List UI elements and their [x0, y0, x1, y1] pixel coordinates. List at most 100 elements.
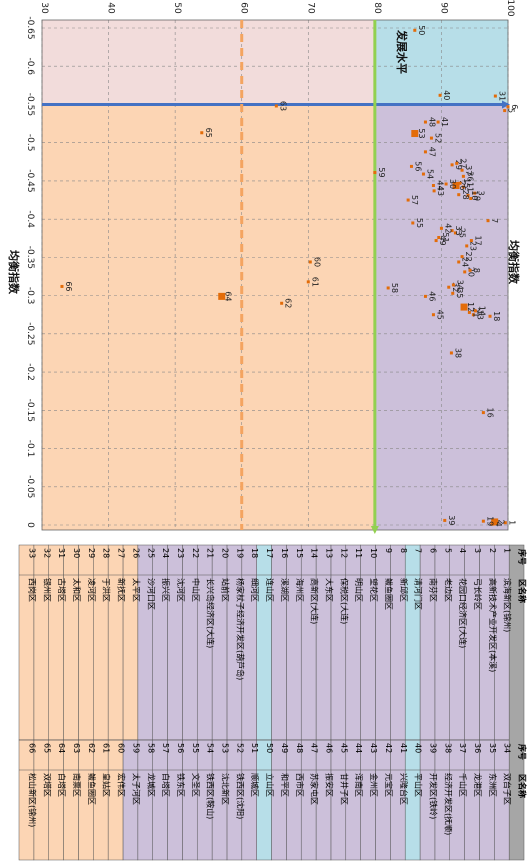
data-point-56 [409, 164, 413, 168]
arrow-icon [502, 100, 510, 109]
data-label-28: 28 [461, 190, 470, 200]
data-label-20: 20 [467, 267, 476, 277]
data-point-62 [280, 301, 284, 305]
table-cell: 20 [221, 548, 230, 558]
table-row [152, 739, 168, 861]
data-point-51 [437, 236, 441, 240]
table-row [18, 544, 35, 741]
table-cell: 老边区 [443, 578, 453, 602]
data-point-26 [452, 182, 460, 190]
data-point-63 [274, 104, 278, 108]
data-label-37: 37 [464, 165, 473, 175]
table-row [63, 544, 79, 741]
x-axis-title: 均衡指数 [507, 240, 521, 285]
data-point-58 [386, 286, 390, 290]
table-cell: 东洲区 [488, 773, 498, 797]
table-cell: 望花区 [369, 578, 379, 602]
table-cell: 沙河口区 [146, 578, 156, 610]
data-point-33 [450, 229, 454, 233]
data-point-38 [449, 351, 453, 355]
table-row [33, 544, 49, 741]
table-row [48, 739, 64, 861]
data-point-35 [451, 291, 455, 295]
data-point-3 [473, 191, 477, 195]
table-row [256, 544, 272, 741]
table-cell: 46 [324, 743, 333, 753]
data-point-9 [469, 197, 473, 201]
data-label-30: 30 [448, 179, 457, 189]
data-point-40 [438, 93, 442, 97]
data-point-21 [467, 310, 471, 314]
table-cell: 金州区 [369, 773, 379, 797]
table-cell: 西岗区 [27, 578, 36, 602]
data-label-9: 9 [473, 196, 482, 201]
data-point-46 [423, 294, 427, 298]
table-cell: 明山区 [354, 578, 364, 602]
table-cell: 平山区 [414, 773, 424, 797]
table-cell: 银州区 [42, 578, 52, 602]
y-tick-label: 30 [39, 2, 49, 14]
table-cell: 龙港区 [473, 773, 483, 797]
table-cell: 铁东区 [176, 773, 186, 797]
table-row [375, 739, 391, 861]
table-cell: 花园口经济区(大连) [458, 578, 468, 648]
table-cell: 65 [42, 743, 51, 753]
data-point-48 [423, 120, 427, 124]
data-label-38: 38 [453, 348, 462, 358]
table-cell: 千山区 [458, 773, 468, 797]
table-cell: 51 [250, 743, 259, 753]
data-point-30 [444, 182, 448, 186]
table-row [390, 544, 406, 741]
table-row [286, 739, 302, 861]
table-cell: 双塔区 [42, 773, 52, 797]
table-cell: 双台子区 [503, 773, 513, 805]
table-cell: 31 [57, 548, 66, 558]
table-row [167, 544, 183, 741]
table-cell: 28 [102, 548, 111, 558]
data-point-20 [463, 270, 467, 274]
table-cell: 5 [443, 548, 452, 553]
data-label-61: 61 [310, 277, 319, 287]
data-label-31: 31 [497, 91, 506, 101]
data-point-17 [469, 239, 473, 243]
y-tick-label: 80 [372, 2, 382, 14]
data-label-47: 47 [427, 147, 436, 157]
table-cell: 龙城区 [146, 773, 156, 797]
data-label-53: 53 [417, 128, 426, 138]
table-cell: 53 [221, 743, 230, 753]
x-tick-label: -0.55 [25, 93, 35, 116]
table-row [286, 544, 302, 741]
table-cell: 和平区 [280, 773, 289, 797]
table-cell: 经济开发区(抚顺) [443, 773, 453, 835]
table-cell: 9 [384, 548, 393, 553]
table-cell: 44 [354, 743, 363, 753]
table-cell: 于洪区 [102, 578, 112, 602]
data-label-62: 62 [284, 298, 293, 308]
table-row [93, 544, 109, 741]
region-low-level-high-balance [42, 104, 375, 530]
table-cell: 38 [443, 743, 452, 753]
table-cell: 西市区 [295, 773, 305, 797]
data-label-50: 50 [417, 25, 426, 35]
table-cell: 鲅鱼圈区 [87, 773, 97, 805]
table-row [182, 739, 198, 861]
data-point-8 [468, 268, 472, 272]
table-row [360, 544, 376, 741]
data-label-43: 43 [436, 186, 445, 196]
data-point-60 [308, 260, 312, 264]
table-cell: 64 [57, 743, 66, 753]
data-point-13 [471, 313, 475, 317]
arrow-icon [370, 526, 379, 534]
x-tick-label: -0.15 [25, 399, 35, 422]
data-point-57 [406, 198, 410, 202]
table-cell: 中山区 [191, 578, 201, 602]
table-header-cell: 区名称 [518, 579, 527, 603]
table-cell: 海州区 [295, 578, 305, 602]
table-row [152, 544, 168, 741]
data-label-34: 34 [455, 280, 464, 290]
table-cell: 甘井子区 [339, 773, 349, 805]
table-cell: 大东区 [324, 578, 334, 602]
x-tick-label: -0.5 [25, 134, 35, 152]
data-label-33: 33 [454, 226, 463, 236]
